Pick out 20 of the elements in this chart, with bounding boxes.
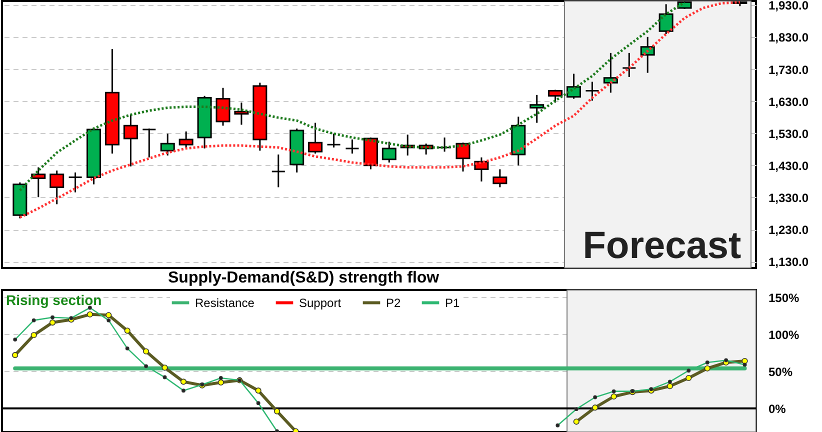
y-tick-label: 1,930.0 (768, 0, 809, 13)
annotation: Forecast (582, 225, 742, 267)
legend-label: Support (299, 296, 342, 310)
y-tick-label: 150% (768, 290, 800, 305)
y-tick-label: 100% (768, 328, 800, 342)
y-tick-label: 50% (768, 364, 793, 379)
y-tick-label: 1,730.0 (768, 62, 809, 77)
y-tick-label: 1,330.0 (768, 190, 809, 205)
y-tick-label: 1,430.0 (768, 158, 809, 173)
y-tick-label: 1,830.0 (768, 30, 809, 45)
y-tick-label: 1,530.0 (768, 126, 809, 141)
y-tick-label: 0% (768, 402, 786, 416)
y-tick-label: 1,230.0 (768, 223, 809, 238)
y-tick-label: 1,130.0 (768, 255, 809, 270)
legend-label: P2 (386, 296, 402, 310)
annotation: Rising section (6, 292, 102, 308)
chart-title: Supply-Demand(S&D) strength flow (168, 270, 440, 286)
y-tick-label: 1,630.0 (768, 94, 809, 109)
legend-label: Resistance (195, 296, 255, 310)
legend-label: P1 (445, 296, 460, 310)
